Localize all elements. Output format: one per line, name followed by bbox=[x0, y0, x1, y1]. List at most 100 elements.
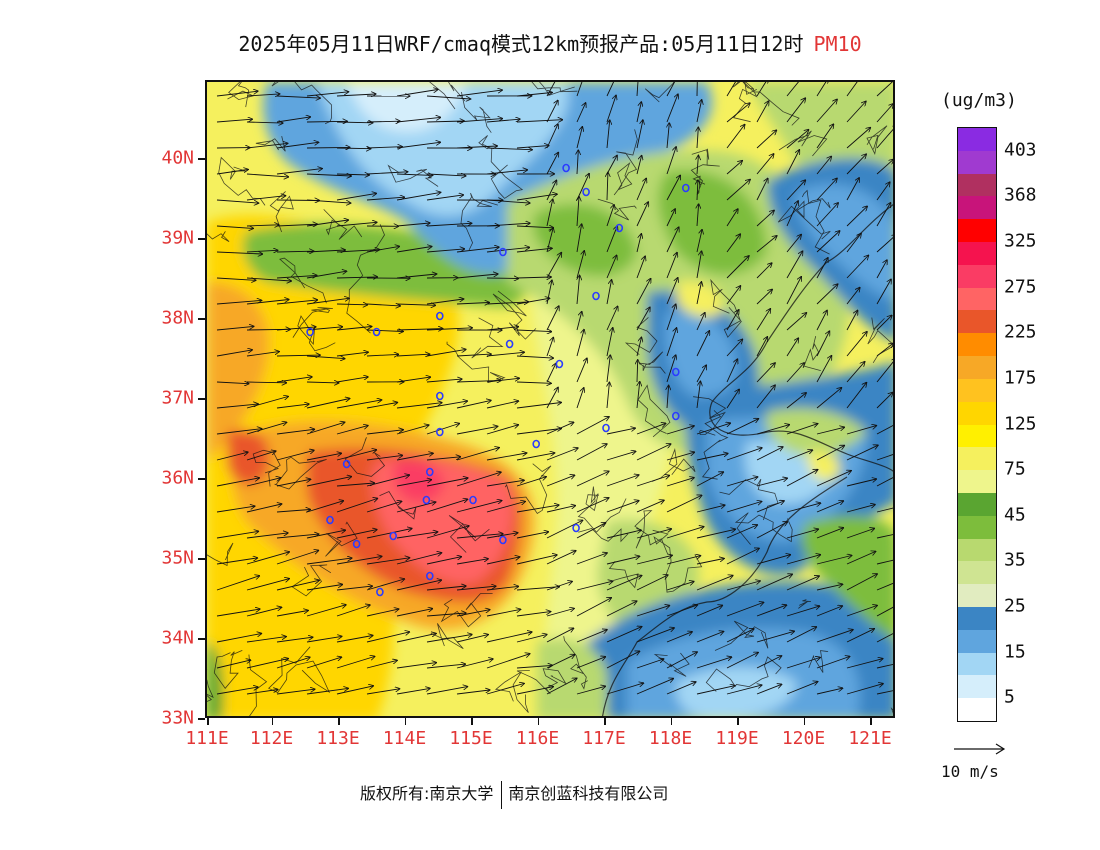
legend-swatch bbox=[958, 196, 996, 220]
wind-arrow bbox=[276, 534, 319, 539]
wind-arrow bbox=[726, 82, 736, 97]
lat-tick-label: 40N bbox=[161, 147, 194, 169]
wind-arrow bbox=[636, 279, 651, 305]
admin-boundary bbox=[207, 542, 234, 567]
wind-arrow bbox=[816, 388, 841, 409]
wind-arrow bbox=[216, 226, 253, 228]
legend-swatch bbox=[958, 675, 996, 699]
wind-arrow bbox=[336, 556, 382, 565]
wind-arrow bbox=[246, 451, 276, 461]
wind-arrow bbox=[306, 477, 351, 487]
wind-arrow bbox=[216, 506, 255, 513]
admin-boundary bbox=[492, 290, 537, 340]
wind-arrow bbox=[516, 665, 552, 669]
wind-arrow bbox=[366, 501, 401, 513]
lat-tick-mark bbox=[198, 558, 205, 560]
wind-arrow bbox=[336, 277, 377, 278]
wind-arrow bbox=[336, 400, 381, 409]
wind-arrow bbox=[726, 286, 740, 305]
station-marker bbox=[389, 531, 397, 541]
wind-arrow bbox=[546, 280, 552, 305]
wind-arrow bbox=[846, 684, 883, 695]
wind-arrow bbox=[486, 684, 524, 695]
wind-arrow bbox=[276, 450, 314, 461]
admin-boundary bbox=[248, 654, 268, 716]
wind-arrow bbox=[426, 635, 472, 643]
wind-arrow bbox=[636, 338, 641, 357]
wind-arrow bbox=[636, 202, 648, 227]
wind-arrow bbox=[546, 628, 573, 643]
wind-arrow bbox=[426, 478, 468, 487]
wind-arrow bbox=[576, 553, 607, 565]
wind-arrow bbox=[336, 250, 379, 252]
admin-boundary bbox=[638, 351, 666, 374]
wind-arrow bbox=[306, 355, 345, 359]
station-marker bbox=[372, 327, 381, 337]
admin-boundary bbox=[279, 257, 327, 304]
admin-boundary bbox=[644, 82, 675, 103]
wind-arrow bbox=[726, 103, 750, 123]
wind-arrow bbox=[666, 478, 694, 487]
wind-arrow bbox=[306, 453, 341, 461]
station-marker bbox=[499, 247, 507, 257]
wind-arrow bbox=[816, 630, 853, 643]
wind-arrow bbox=[697, 156, 698, 175]
wind-arrow bbox=[606, 280, 612, 305]
wind-reference-label: 10 m/s bbox=[941, 762, 999, 781]
wind-arrow bbox=[486, 247, 529, 253]
wind-arrow bbox=[456, 274, 498, 279]
wind-arrow bbox=[786, 338, 798, 357]
wind-arrow bbox=[396, 453, 433, 461]
admin-boundary bbox=[227, 82, 255, 108]
wind-arrow bbox=[396, 688, 430, 695]
wind-arrow bbox=[816, 258, 828, 279]
wind-arrow bbox=[516, 687, 553, 695]
wind-arrow bbox=[396, 377, 430, 383]
wind-arrow bbox=[636, 529, 671, 539]
wind-arrow bbox=[846, 445, 878, 461]
lon-tick-label: 117E bbox=[582, 728, 626, 749]
wind-arrow bbox=[546, 388, 558, 409]
wind-arrow bbox=[276, 429, 314, 435]
wind-arrow bbox=[786, 576, 819, 591]
station-marker bbox=[671, 411, 680, 421]
wind-arrow bbox=[786, 180, 805, 201]
wind-arrow bbox=[216, 404, 258, 409]
wind-arrow bbox=[546, 678, 577, 695]
legend-swatch bbox=[958, 287, 996, 311]
wind-arrow bbox=[726, 209, 738, 227]
legend-swatch bbox=[958, 629, 996, 654]
wind-arrow bbox=[756, 385, 775, 409]
wind-arrow bbox=[426, 328, 472, 330]
wind-arrow bbox=[336, 530, 377, 539]
wind-arrow bbox=[726, 180, 750, 201]
wind-arrow bbox=[516, 194, 557, 201]
legend-swatch bbox=[958, 652, 996, 676]
copyright-footer: 版权所有:南京大学 南京创蓝科技有限公司 bbox=[360, 780, 668, 809]
wind-arrow bbox=[516, 429, 561, 435]
admin-boundary bbox=[346, 224, 385, 334]
wind-arrow bbox=[576, 388, 584, 409]
wind-arrow bbox=[366, 330, 403, 332]
wind-arrow bbox=[336, 94, 376, 96]
wind-arrow bbox=[816, 584, 842, 591]
wind-arrow bbox=[486, 632, 532, 643]
wind-arrow bbox=[846, 383, 866, 409]
admin-boundary bbox=[323, 209, 363, 240]
wind-arrow bbox=[876, 559, 893, 565]
wind-arrow bbox=[786, 130, 809, 149]
legend-swatch bbox=[958, 538, 996, 562]
wind-arrow bbox=[876, 690, 893, 695]
wind-arrow bbox=[396, 247, 432, 253]
wind-arrow bbox=[576, 103, 586, 123]
wind-arrow bbox=[846, 659, 883, 669]
admin-boundary bbox=[255, 136, 286, 152]
wind-arrow bbox=[666, 94, 678, 123]
legend-swatch bbox=[958, 584, 996, 608]
wind-arrow bbox=[606, 475, 639, 487]
wind-arrow bbox=[876, 393, 893, 409]
station-marker bbox=[306, 327, 314, 337]
station-marker bbox=[426, 467, 434, 477]
wind-arrow bbox=[456, 610, 490, 617]
wind-arrow bbox=[816, 284, 838, 305]
